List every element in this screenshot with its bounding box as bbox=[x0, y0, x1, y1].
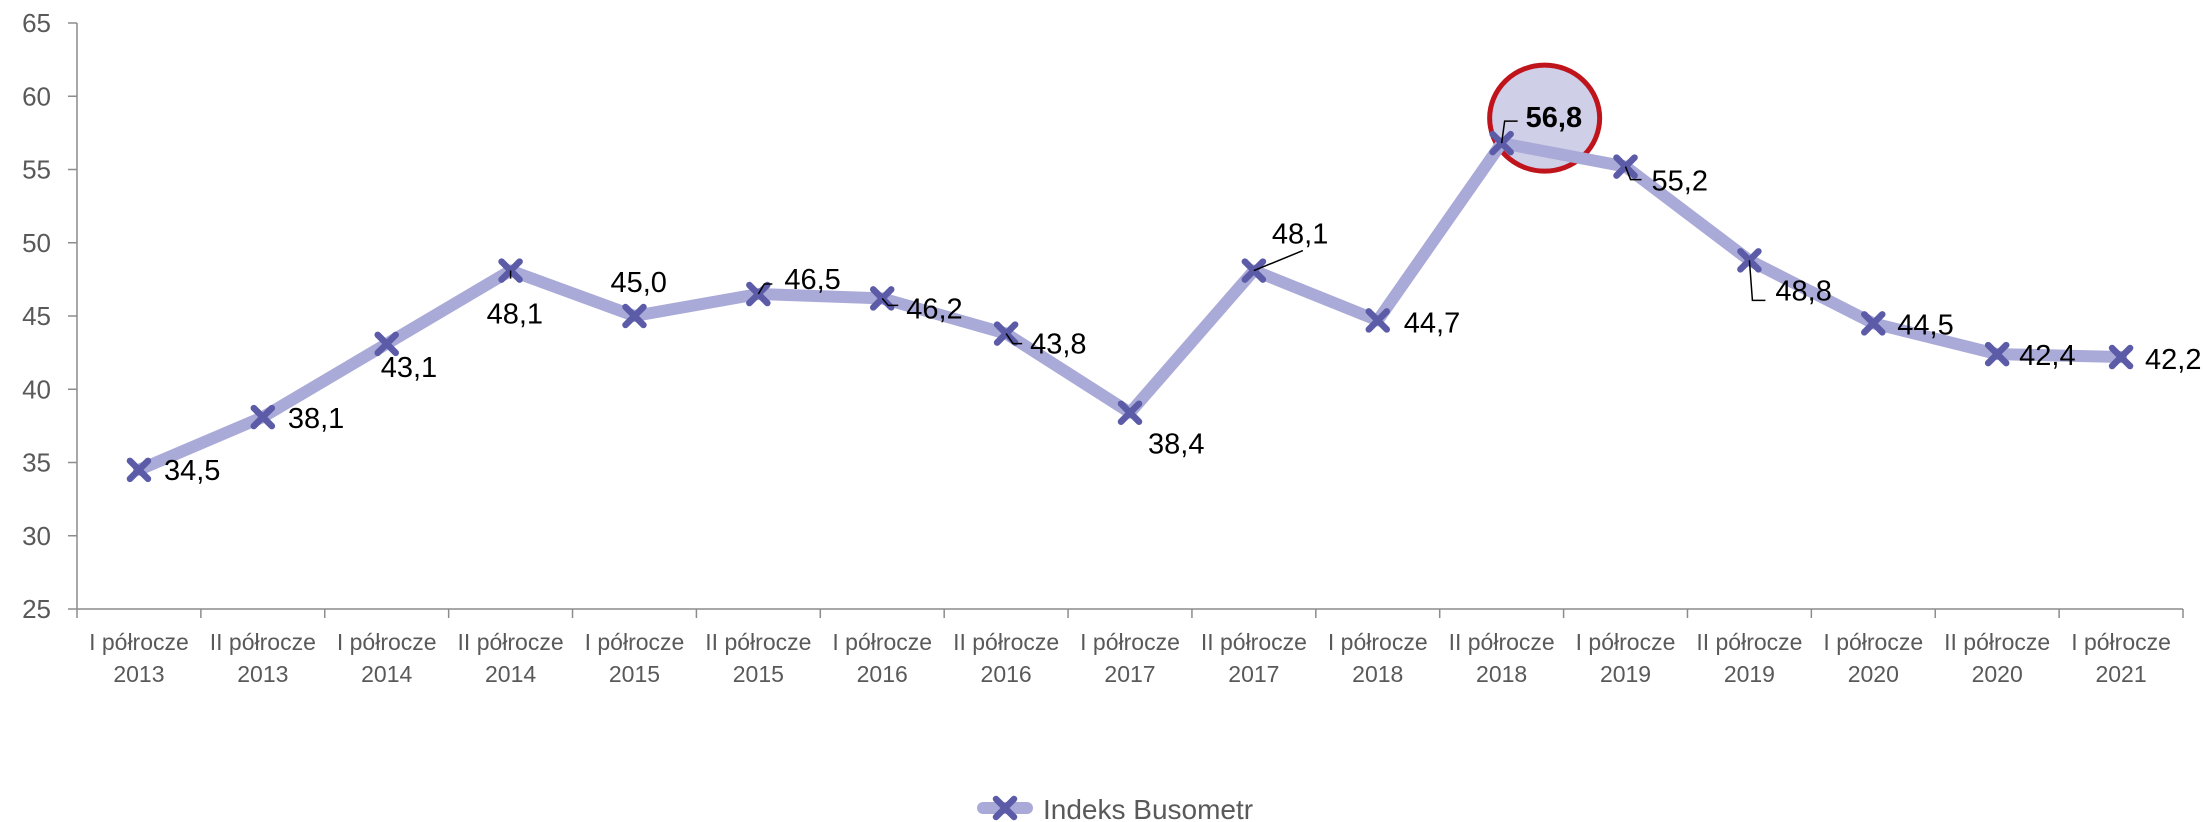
data-point-marker bbox=[126, 457, 152, 483]
x-marker-icon bbox=[992, 795, 1018, 821]
data-point-marker bbox=[1117, 400, 1143, 425]
data-label: 44,7 bbox=[1404, 307, 1460, 339]
y-tick-label: 25 bbox=[22, 594, 51, 624]
data-label-leader bbox=[1253, 249, 1304, 272]
x-tick-label: II półrocze 2013 bbox=[210, 629, 316, 687]
data-point-marker bbox=[2108, 344, 2134, 370]
x-tick-label: II półrocze 2019 bbox=[1696, 629, 1802, 687]
data-label: 38,1 bbox=[288, 403, 344, 435]
x-tick-label: II półrocze 2016 bbox=[953, 629, 1059, 687]
data-label-leader bbox=[1624, 166, 1642, 181]
labels-layer: 34,5 38,1 43,1 48,1 45,0 46,5 46,2 43,8 38,4 48,1… bbox=[164, 102, 2202, 487]
series-layer bbox=[126, 130, 2134, 483]
data-label: 46,5 bbox=[784, 264, 840, 296]
y-tick-label: 65 bbox=[22, 8, 51, 38]
y-tick-label: 45 bbox=[22, 301, 51, 331]
data-point-marker bbox=[250, 404, 276, 430]
y-tick-label: 55 bbox=[22, 155, 51, 185]
data-label-leader bbox=[1500, 120, 1518, 144]
data-point-marker bbox=[1861, 311, 1886, 336]
data-label: 48,1 bbox=[487, 299, 543, 331]
y-tick-label: 35 bbox=[22, 448, 51, 478]
data-point-marker bbox=[374, 331, 399, 357]
data-label: 48,1 bbox=[1272, 219, 1328, 251]
x-tick-label: II półrocze 2014 bbox=[458, 629, 564, 687]
y-tick-label: 40 bbox=[22, 374, 51, 404]
data-label: 38,4 bbox=[1148, 429, 1204, 461]
x-tick-label: I półrocze 2014 bbox=[337, 629, 437, 687]
x-tick-label: I półrocze 2017 bbox=[1080, 629, 1180, 687]
data-label: 55,2 bbox=[1652, 166, 1708, 198]
x-tick-label: I półrocze 2020 bbox=[1823, 629, 1923, 687]
data-label: 43,1 bbox=[381, 352, 437, 384]
data-label: 46,2 bbox=[906, 293, 962, 325]
data-label-leader bbox=[757, 283, 773, 295]
data-label-leader bbox=[1748, 260, 1766, 302]
data-label: 45,0 bbox=[610, 267, 666, 299]
x-tick-label: II półrocze 2015 bbox=[705, 629, 811, 687]
x-tick-label: I półrocze 2019 bbox=[1576, 629, 1676, 687]
data-label: 42,2 bbox=[2145, 344, 2201, 376]
data-label-leader bbox=[881, 297, 899, 307]
x-tick-label: II półrocze 2017 bbox=[1201, 629, 1307, 687]
x-tick-label: I półrocze 2016 bbox=[832, 629, 932, 687]
x-tick-label: I półrocze 2021 bbox=[2071, 629, 2171, 687]
data-label: 43,8 bbox=[1030, 329, 1086, 361]
data-label: 48,8 bbox=[1775, 275, 1831, 307]
data-label-leader bbox=[1005, 333, 1023, 345]
data-label: 34,5 bbox=[164, 455, 220, 487]
x-tick-label: II półrocze 2018 bbox=[1449, 629, 1555, 687]
y-tick-label: 30 bbox=[22, 521, 51, 551]
data-point-marker bbox=[622, 303, 647, 329]
y-tick-label: 50 bbox=[22, 228, 51, 258]
data-label: 42,4 bbox=[2019, 340, 2075, 372]
legend-label: Indeks Busometr bbox=[1043, 794, 1253, 822]
legend: Indeks Busometr bbox=[977, 794, 1253, 822]
x-tick-label: I półrocze 2018 bbox=[1328, 629, 1428, 687]
x-tick-label: I półrocze 2013 bbox=[89, 629, 189, 687]
data-label: 44,5 bbox=[1897, 309, 1953, 341]
y-tick-label: 60 bbox=[22, 81, 51, 111]
x-tick-label: I półrocze 2015 bbox=[585, 629, 685, 687]
data-point-marker bbox=[1984, 341, 2010, 367]
data-label: 56,8 bbox=[1526, 102, 1582, 134]
axes: 25 30 35 40 45 50 55 60 65 I półrocze 2013 II półro… bbox=[22, 8, 2184, 687]
data-point-marker bbox=[1365, 308, 1391, 333]
x-tick-label: II półrocze 2020 bbox=[1944, 629, 2050, 687]
